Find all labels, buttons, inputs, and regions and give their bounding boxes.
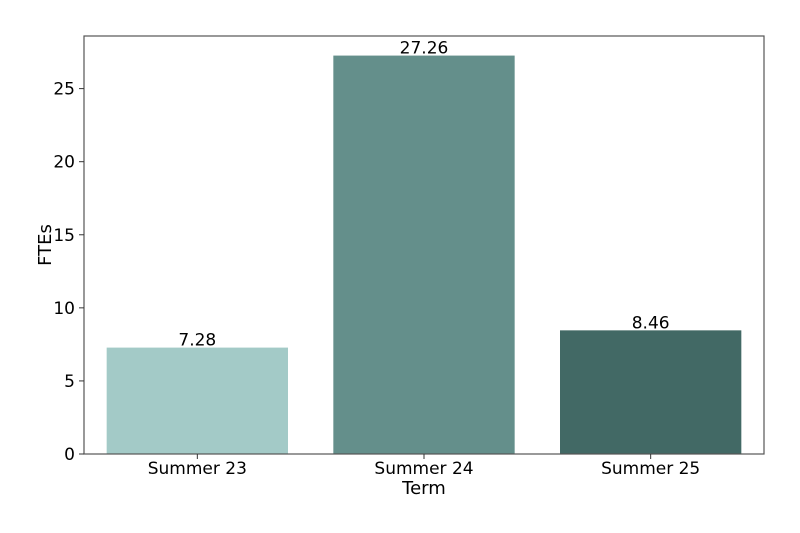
bar-summer-24 [333, 55, 515, 454]
y-tick-label: 5 [64, 372, 75, 392]
bar-summer-23 [106, 347, 288, 454]
bar-value-label: 7.28 [178, 331, 216, 351]
y-tick-label: 25 [53, 80, 75, 100]
y-tick-label: 20 [53, 153, 75, 173]
bar-summer-25 [560, 330, 742, 454]
bars [106, 55, 742, 454]
y-axis-ticks: 0 5 10 15 20 25 [53, 80, 84, 465]
x-axis-ticks: Summer 23 Summer 24 Summer 25 [148, 454, 700, 479]
y-axis-title: FTEs [35, 224, 56, 266]
bar-value-label: 8.46 [632, 313, 670, 333]
x-tick-label: Summer 24 [374, 459, 473, 479]
y-tick-label: 15 [53, 226, 75, 246]
bar-value-label: 27.26 [400, 39, 449, 59]
y-tick-label: 0 [64, 445, 75, 465]
x-tick-label: Summer 25 [601, 459, 700, 479]
y-tick-label: 10 [53, 299, 75, 319]
x-axis-title: Term [401, 478, 446, 499]
x-tick-label: Summer 23 [148, 459, 247, 479]
bar-value-labels: 7.28 27.26 8.46 [178, 39, 669, 351]
